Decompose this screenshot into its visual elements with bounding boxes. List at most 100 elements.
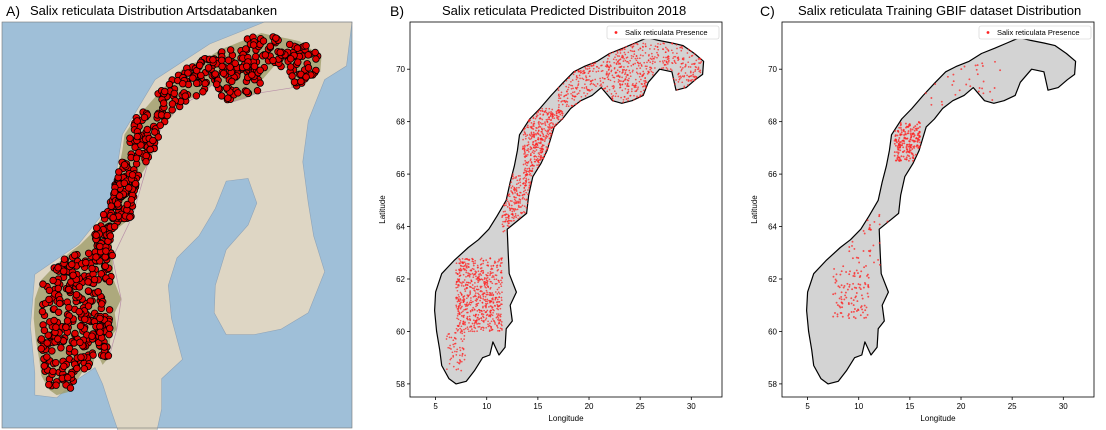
presence-point: [869, 224, 871, 226]
presence-point: [915, 145, 918, 148]
presence-point: [482, 271, 485, 274]
presence-point: [503, 229, 506, 232]
presence-point: [453, 336, 456, 339]
presence-point: [629, 94, 632, 97]
presence-point: [459, 321, 461, 324]
presence-point: [681, 81, 684, 84]
presence-point: [519, 184, 522, 187]
presence-point: [834, 292, 837, 295]
presence-point: [537, 133, 540, 135]
legend-box: [978, 25, 1092, 40]
occurrence-marker: [242, 62, 251, 71]
occurrence-marker: [248, 71, 256, 79]
y-tick-label: 68: [768, 118, 777, 127]
presence-point: [459, 354, 461, 357]
presence-point: [457, 362, 460, 364]
presence-point: [456, 324, 459, 327]
presence-point: [644, 79, 647, 82]
occurrence-marker: [105, 278, 114, 286]
presence-point: [676, 47, 678, 50]
occurrence-marker: [219, 69, 228, 78]
presence-point: [603, 77, 606, 80]
plot-frame: [409, 21, 723, 398]
presence-point: [863, 304, 866, 307]
presence-point: [578, 74, 581, 77]
presence-point: [662, 67, 665, 69]
occurrence-marker: [43, 353, 51, 361]
y-tick-label: 66: [768, 170, 777, 179]
presence-point: [906, 143, 909, 146]
presence-point: [699, 69, 702, 72]
presence-point: [638, 96, 641, 98]
presence-point: [497, 279, 500, 282]
presence-point: [695, 75, 698, 78]
presence-point: [474, 259, 477, 262]
map-frame: [1, 21, 353, 429]
presence-point: [914, 127, 917, 130]
presence-point: [606, 60, 609, 63]
presence-point: [627, 51, 630, 54]
presence-point: [519, 200, 521, 203]
occurrence-marker: [311, 48, 319, 57]
presence-point: [527, 189, 529, 191]
presence-point: [476, 304, 479, 307]
occurrence-marker: [304, 64, 313, 72]
x-axis-label: Longitude: [920, 414, 956, 423]
presence-point: [573, 99, 576, 101]
presence-point: [459, 261, 462, 263]
presence-point: [459, 299, 462, 301]
presence-point: [694, 77, 697, 80]
presence-point: [549, 132, 551, 135]
presence-point: [908, 155, 911, 158]
presence-point: [674, 62, 677, 65]
presence-point: [456, 278, 459, 280]
presence-point: [846, 282, 849, 285]
presence-point: [547, 129, 549, 132]
presence-point: [570, 84, 572, 87]
presence-point: [492, 301, 495, 303]
occurrence-marker: [104, 352, 113, 360]
presence-point: [836, 304, 839, 307]
presence-point: [482, 295, 485, 298]
presence-point: [552, 123, 555, 126]
presence-point: [912, 139, 915, 142]
presence-point: [654, 56, 656, 58]
presence-point: [525, 179, 528, 181]
presence-point: [546, 121, 549, 124]
presence-point: [472, 300, 474, 303]
presence-point: [629, 72, 632, 74]
presence-point: [513, 215, 516, 218]
presence-point: [664, 51, 667, 53]
occurrence-marker: [222, 84, 231, 92]
presence-point: [522, 190, 525, 193]
presence-point: [485, 317, 488, 320]
presence-point: [460, 269, 463, 271]
occurrence-marker: [54, 335, 62, 343]
presence-point: [502, 225, 504, 228]
presence-point: [564, 101, 567, 104]
presence-point: [618, 70, 621, 73]
presence-point: [855, 292, 858, 294]
presence-point: [895, 159, 898, 162]
occurrence-marker: [140, 113, 149, 122]
presence-point: [585, 76, 588, 79]
presence-point: [560, 118, 562, 121]
presence-point: [455, 304, 458, 307]
occurrence-marker: [154, 133, 162, 141]
occurrence-marker: [73, 364, 81, 373]
occurrence-marker: [120, 161, 129, 169]
presence-point: [480, 257, 483, 260]
occurrence-marker: [94, 288, 102, 296]
presence-point: [847, 303, 850, 306]
occurrence-marker: [100, 343, 109, 351]
presence-point: [691, 78, 693, 81]
presence-point: [471, 322, 474, 325]
presence-point: [558, 93, 560, 96]
presence-point: [484, 302, 487, 305]
presence-point: [550, 129, 553, 132]
presence-point: [673, 55, 675, 58]
presence-point: [585, 87, 588, 90]
presence-point: [496, 298, 499, 301]
presence-point: [488, 306, 490, 308]
presence-point: [657, 53, 659, 56]
